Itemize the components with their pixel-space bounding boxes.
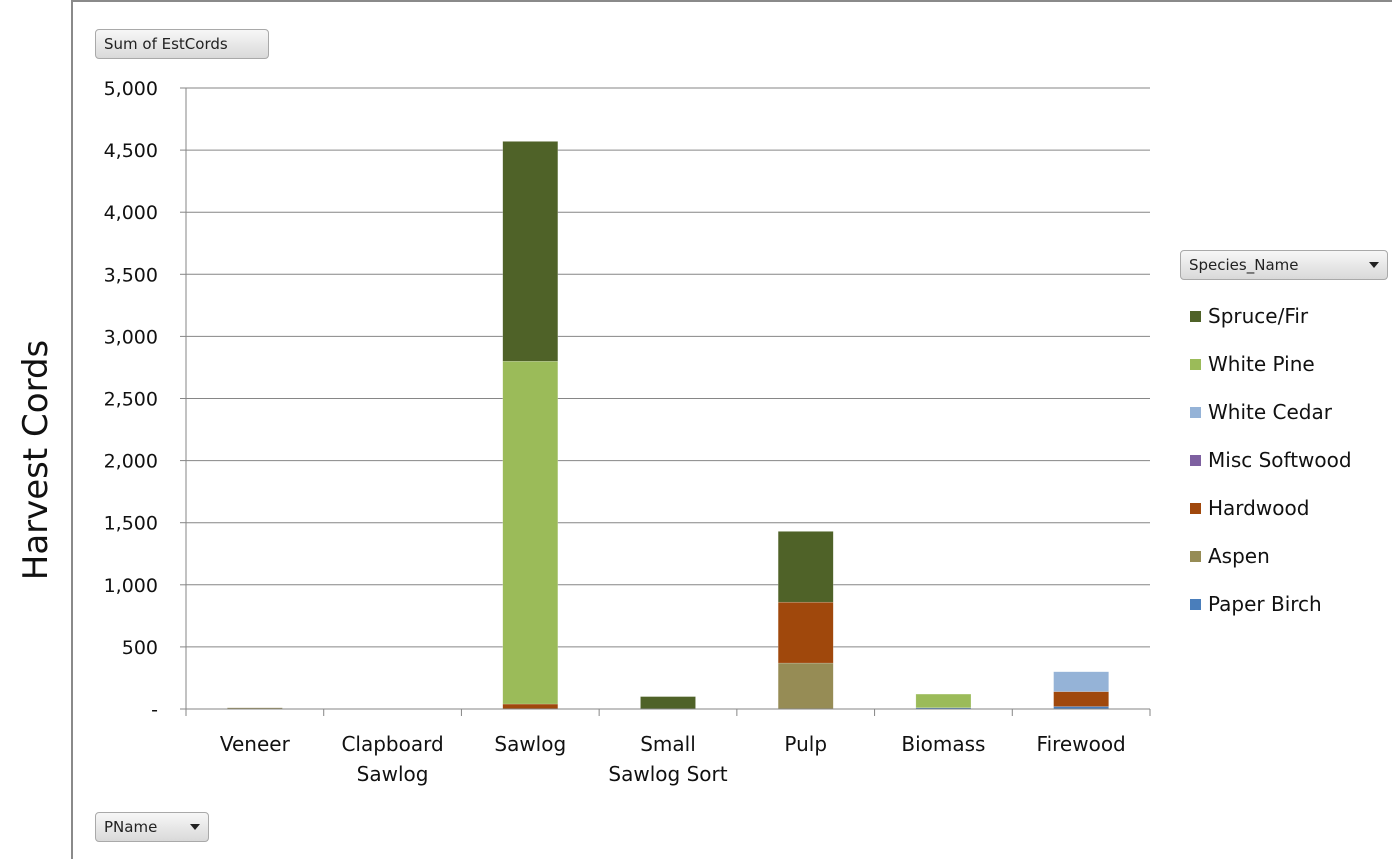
y-tick-label: 2,000 — [104, 451, 158, 473]
legend-swatch — [1190, 550, 1201, 562]
bar-segment — [915, 693, 972, 709]
bar-segment — [502, 360, 559, 705]
legend-swatch — [1190, 454, 1201, 466]
legend-item: Misc Softwood — [1190, 436, 1352, 484]
axes — [185, 88, 1151, 716]
legend-label: Hardwood — [1208, 496, 1310, 520]
bar-segment — [777, 531, 834, 603]
legend-label: Misc Softwood — [1208, 448, 1352, 472]
y-tick-label: 2,500 — [104, 389, 158, 411]
y-tick-label: 3,500 — [104, 264, 158, 286]
bar-segment — [1053, 691, 1109, 707]
legend-label: White Cedar — [1208, 400, 1332, 424]
legend-swatch — [1190, 358, 1201, 370]
bar-segment — [502, 703, 559, 710]
x-tick-label: Sawlog — [494, 732, 566, 756]
legend-item: Aspen — [1190, 532, 1352, 580]
x-tick-label: Firewood — [1037, 732, 1126, 756]
y-tick-label: - — [151, 699, 158, 721]
chevron-down-icon[interactable] — [1369, 262, 1379, 268]
legend-item: White Pine — [1190, 340, 1352, 388]
y-tick-label: 3,000 — [104, 326, 158, 348]
x-tick-label: Sawlog — [357, 762, 429, 786]
y-tick-labels: - 500 1,000 1,500 2,000 2,500 3,000 3,500 4,000 4… — [104, 78, 158, 721]
legend-item: White Cedar — [1190, 388, 1352, 436]
x-tick-label: Small — [640, 732, 696, 756]
legend-label: Aspen — [1208, 544, 1270, 568]
y-tick-label: 5,000 — [104, 78, 158, 100]
y-tick-label: 500 — [122, 637, 158, 659]
legend: Spruce/Fir White Pine White Cedar Misc Soft… — [1190, 292, 1352, 628]
bar-segment — [502, 141, 559, 362]
x-tick-labels: Veneer Clapboard Sawlog Sawlog Small Sawlog S… — [220, 732, 1126, 786]
y-tick-label: 1,000 — [104, 575, 158, 597]
x-tick-label: Veneer — [220, 732, 291, 756]
legend-swatch — [1190, 406, 1201, 418]
gridlines — [180, 87, 1150, 710]
legend-swatch — [1190, 598, 1201, 610]
x-tick-label: Sawlog Sort — [608, 762, 727, 786]
legend-label: White Pine — [1208, 352, 1315, 376]
legend-item: Spruce/Fir — [1190, 292, 1352, 340]
x-tick-label: Biomass — [901, 732, 985, 756]
legend-item: Paper Birch — [1190, 580, 1352, 628]
y-tick-label: 4,500 — [104, 140, 158, 162]
bar-segment — [1053, 671, 1109, 692]
y-tick-label: 4,000 — [104, 202, 158, 224]
pivot-row-field-label: PName — [104, 818, 158, 836]
pivot-value-field-label: Sum of EstCords — [104, 35, 228, 53]
pivot-legend-field-button[interactable]: Species_Name — [1180, 250, 1388, 280]
x-tick-label: Pulp — [784, 732, 827, 756]
pivot-row-field-button[interactable]: PName — [95, 812, 209, 842]
legend-item: Hardwood — [1190, 484, 1352, 532]
bar-segment — [640, 696, 696, 710]
bar-segment — [777, 601, 834, 664]
pivot-legend-field-label: Species_Name — [1189, 256, 1299, 274]
bars — [227, 141, 1109, 710]
bar-segment — [777, 662, 834, 710]
pivot-value-field-button[interactable]: Sum of EstCords — [95, 29, 269, 59]
legend-label: Spruce/Fir — [1208, 304, 1309, 328]
chevron-down-icon[interactable] — [190, 824, 200, 830]
legend-label: Paper Birch — [1208, 592, 1322, 616]
y-tick-label: 1,500 — [104, 513, 158, 535]
x-tick-label: Clapboard — [341, 732, 443, 756]
legend-swatch — [1190, 502, 1201, 514]
legend-swatch — [1190, 310, 1201, 322]
chart-area — [71, 0, 1392, 859]
